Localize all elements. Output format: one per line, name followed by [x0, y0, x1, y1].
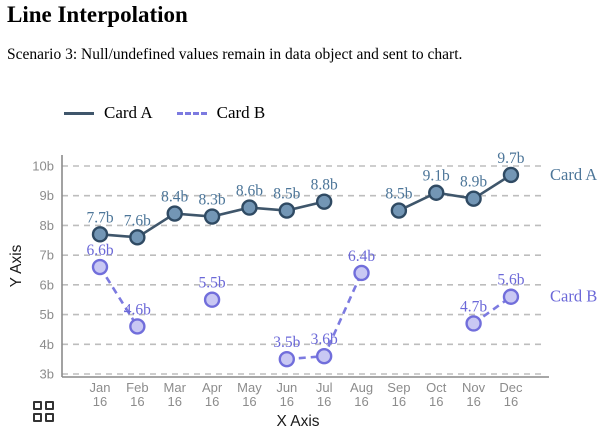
data-point-card-b[interactable] — [91, 258, 109, 276]
legend-label-card-a: Card A — [104, 103, 153, 122]
data-point-label-card-a: 8.5b — [273, 186, 300, 203]
x-tick-label: Feb 16 — [126, 380, 148, 409]
y-tick-label: 6b — [40, 277, 54, 292]
data-point-card-a[interactable] — [465, 190, 482, 207]
x-tick-label: Apr 16 — [202, 380, 223, 409]
data-point-label-card-b: 5.6b — [497, 272, 524, 289]
data-point-label-card-b: 3.5b — [273, 334, 300, 351]
data-point-label-card-b: 4.7b — [460, 298, 487, 315]
data-point-label-card-a: 8.9b — [460, 174, 487, 191]
series-end-label-card-a: Card A — [550, 165, 597, 184]
data-point-label-card-a: 8.6b — [236, 183, 263, 200]
data-point-label-card-a: 7.6b — [124, 212, 151, 229]
x-tick-label: Jun 16 — [276, 380, 297, 409]
y-tick-label: 8b — [40, 218, 54, 233]
grid-icon-cell — [33, 413, 42, 422]
page-title: Line Interpolation — [7, 2, 188, 27]
data-point-card-a[interactable] — [315, 193, 333, 210]
data-point-card-b[interactable] — [353, 264, 370, 282]
y-tick-label: 9b — [40, 188, 54, 203]
data-point-card-a[interactable] — [129, 229, 146, 246]
data-point-label-card-b: 3.6b — [311, 331, 338, 348]
y-axis-title: Y Axis — [8, 244, 25, 287]
data-point-card-b[interactable] — [315, 347, 333, 365]
legend-label-card-b: Card B — [216, 103, 266, 122]
grid-icon-cell — [33, 401, 42, 410]
data-point-label-card-b: 6.6b — [86, 242, 113, 259]
card-a-line-swatch — [64, 111, 94, 115]
data-point-card-b[interactable] — [129, 318, 146, 335]
x-tick-label: Jul 16 — [316, 380, 333, 409]
data-point-card-a[interactable] — [241, 199, 258, 216]
page-subtitle: Scenario 3: Null/undefined values remain… — [7, 46, 463, 63]
y-tick-label: 3b — [40, 367, 54, 382]
data-point-card-a[interactable] — [428, 184, 445, 201]
data-point-label-card-a: 8.4b — [161, 189, 188, 206]
data-point-card-a[interactable] — [278, 202, 295, 219]
data-point-label-card-a: 8.8b — [311, 177, 338, 194]
grid-icon-cell — [45, 413, 54, 422]
data-point-label-card-a: 8.3b — [199, 192, 226, 209]
y-tick-label: 4b — [40, 337, 54, 352]
x-tick-label: Aug 16 — [350, 380, 373, 409]
data-point-card-b[interactable] — [203, 291, 221, 308]
legend-item-card-b[interactable]: Card B — [176, 103, 266, 123]
card-b-line-swatch — [176, 111, 207, 115]
data-point-label-card-a: 9.7b — [497, 150, 524, 167]
x-tick-label: May 16 — [237, 380, 262, 409]
data-point-card-b[interactable] — [278, 350, 295, 368]
data-point-label-card-a: 8.5b — [385, 186, 412, 203]
x-tick-label: Sep 16 — [387, 380, 410, 409]
data-point-label-card-b: 4.6b — [124, 301, 151, 318]
data-point-card-a[interactable] — [203, 208, 221, 225]
data-point-label-card-b: 5.5b — [199, 275, 226, 292]
data-point-label-card-a: 9.1b — [423, 168, 450, 185]
x-tick-label: Mar 16 — [164, 380, 187, 409]
data-point-card-a[interactable] — [390, 202, 408, 219]
legend: Card A Card B — [64, 103, 265, 123]
x-tick-label: Oct 16 — [426, 380, 447, 409]
y-tick-label: 5b — [40, 307, 54, 322]
data-point-card-b[interactable] — [502, 288, 520, 305]
grid-icon[interactable] — [33, 401, 54, 422]
x-axis-title: X Axis — [276, 413, 319, 430]
legend-item-card-a[interactable]: Card A — [64, 103, 153, 123]
grid-icon-cell — [45, 401, 54, 410]
x-tick-label: Nov 16 — [462, 380, 486, 409]
data-point-card-a[interactable] — [91, 226, 109, 243]
y-tick-label: 7b — [40, 248, 54, 263]
x-tick-label: Dec 16 — [499, 380, 523, 409]
data-point-label-card-a: 7.7b — [86, 209, 113, 226]
x-tick-label: Jan 16 — [90, 380, 111, 409]
y-tick-label: 10b — [32, 159, 54, 174]
data-point-label-card-b: 6.4b — [348, 248, 375, 265]
data-point-card-b[interactable] — [465, 315, 482, 332]
series-line-card-a — [398, 173, 512, 212]
series-end-label-card-b: Card B — [550, 287, 597, 306]
data-point-card-a[interactable] — [166, 205, 183, 222]
data-point-card-a[interactable] — [502, 166, 520, 184]
